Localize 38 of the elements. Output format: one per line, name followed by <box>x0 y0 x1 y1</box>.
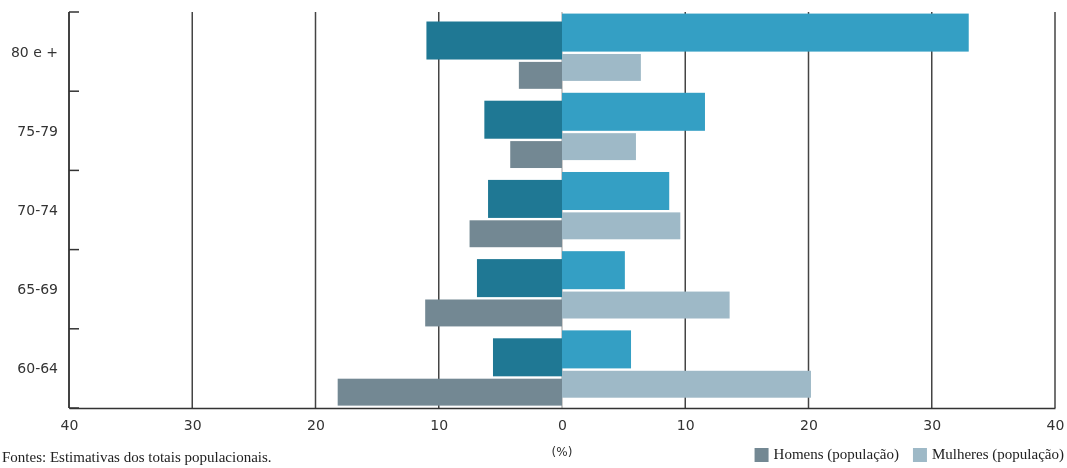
y-tick-label: 75-79 <box>17 122 58 139</box>
x-tick-label: 10 <box>430 416 449 433</box>
bar <box>518 61 562 89</box>
x-tick-label: 40 <box>1046 416 1065 433</box>
bar <box>510 141 562 169</box>
x-tick-label: 20 <box>800 416 818 433</box>
x-tick-label: 0 <box>558 416 567 433</box>
x-tick-label: 10 <box>676 416 695 433</box>
y-tick-label: 80 e + <box>10 43 58 60</box>
bar <box>562 53 641 81</box>
bar <box>492 338 562 377</box>
bar <box>562 370 811 398</box>
legend-label: Homens (população) <box>773 446 899 463</box>
x-tick-label: 40 <box>60 416 79 433</box>
bar <box>469 220 562 248</box>
bar <box>562 171 670 210</box>
bar <box>562 92 705 131</box>
x-axis-title: (%) <box>551 445 573 459</box>
bar <box>426 21 562 60</box>
bar <box>337 378 562 406</box>
bar <box>562 291 730 319</box>
x-tick-label: 20 <box>307 416 325 433</box>
bar <box>476 259 562 298</box>
bar <box>425 299 562 327</box>
bar <box>562 251 625 290</box>
bar <box>562 13 969 52</box>
y-tick-label: 70-74 <box>17 201 59 218</box>
x-tick-label: 30 <box>183 416 202 433</box>
bar <box>562 133 636 161</box>
x-tick-label: 30 <box>923 416 942 433</box>
bar <box>562 212 681 240</box>
text: Fontes: Estimativas dos totais populacionais. <box>2 449 272 465</box>
bar <box>488 179 562 218</box>
legend-label: Mulheres (população) <box>931 446 1064 463</box>
y-tick-label: 60-64 <box>17 360 59 377</box>
bar <box>484 100 562 139</box>
y-tick-label: 65-69 <box>17 281 58 298</box>
bar <box>562 330 632 369</box>
